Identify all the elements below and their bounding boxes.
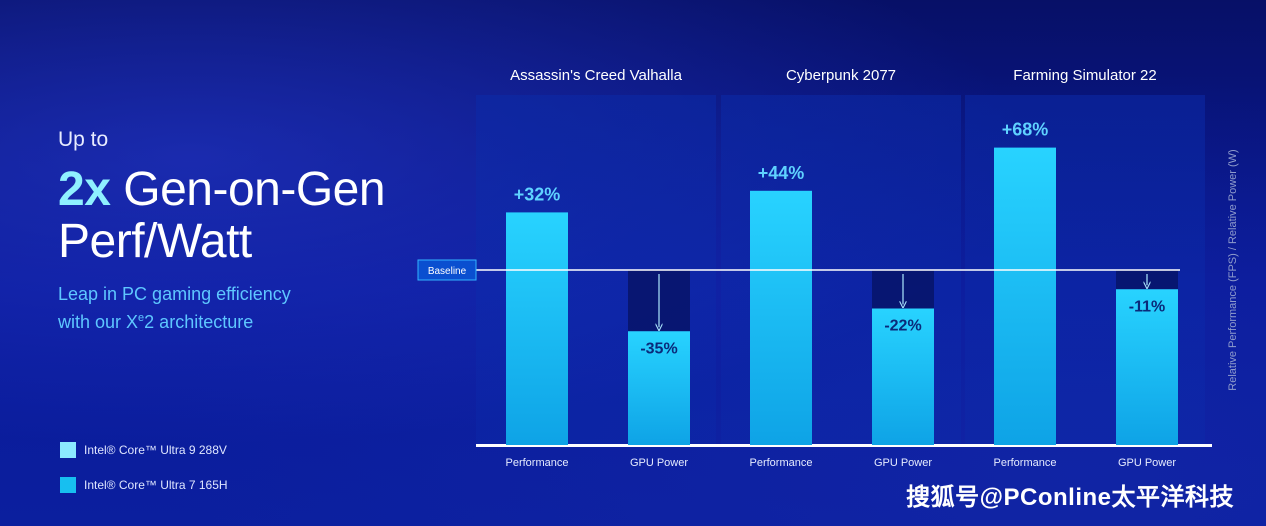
x-axis: [476, 444, 1212, 447]
legend-swatch-ultra7: [60, 477, 76, 493]
subtitle-line1: Leap in PC gaming efficiency: [58, 284, 291, 304]
legend: Intel® Core™ Ultra 9 288V Intel® Core™ U…: [60, 441, 228, 511]
label-performance-1: +44%: [758, 163, 805, 183]
label-power-2: -11%: [1129, 298, 1165, 315]
subtitle-line2-post: 2 architecture: [144, 312, 254, 332]
label-performance-2: +68%: [1002, 120, 1049, 140]
label-power-1: -22%: [884, 318, 921, 335]
legend-item-ultra9: Intel® Core™ Ultra 9 288V: [60, 441, 228, 459]
y-axis-label: Relative Performance (FPS) / Relative Po…: [1227, 149, 1239, 390]
group-title-2: Farming Simulator 22: [1013, 67, 1156, 84]
headline-block: Up to 2x Gen-on-Gen Perf/Watt: [58, 128, 458, 268]
bar-performance-1: [750, 190, 812, 445]
baseline-badge: [417, 259, 477, 281]
subtitle: Leap in PC gaming efficiency with our Xe…: [58, 282, 358, 334]
tick-power-1: GPU Power: [874, 457, 932, 469]
headline-line1: Gen-on-Gen: [123, 163, 386, 216]
tick-power-0: GPU Power: [630, 457, 688, 469]
tick-performance-0: Performance: [506, 457, 569, 469]
tick-power-2: GPU Power: [1118, 457, 1176, 469]
bar-power-1: [872, 308, 934, 445]
tick-performance-1: Performance: [750, 457, 813, 469]
subtitle-sup: e: [138, 312, 145, 324]
upto-text: Up to: [58, 128, 109, 151]
label-power-0: -35%: [640, 340, 677, 357]
legend-item-ultra7: Intel® Core™ Ultra 7 165H: [60, 476, 228, 494]
group-title-1: Cyberpunk 2077: [786, 67, 896, 84]
bar-performance-0: [506, 212, 568, 445]
bar-power-2: [1116, 289, 1178, 445]
tick-performance-2: Performance: [994, 457, 1057, 469]
bar-power-0: [628, 331, 690, 445]
legend-label-ultra7: Intel® Core™ Ultra 7 165H: [84, 478, 228, 492]
headline-accent: 2x: [58, 163, 111, 216]
headline-title: 2x Gen-on-Gen Perf/Watt: [58, 164, 458, 268]
watermark: 搜狐号@PConline太平洋科技: [906, 484, 1234, 511]
headline-line2: Perf/Watt: [58, 215, 252, 268]
label-performance-0: +32%: [514, 184, 561, 204]
legend-label-ultra9: Intel® Core™ Ultra 9 288V: [84, 443, 227, 457]
subtitle-line2-pre: with our X: [58, 312, 139, 332]
group-title-0: Assassin's Creed Valhalla: [510, 67, 682, 84]
legend-swatch-ultra9: [60, 442, 76, 458]
bar-performance-2: [994, 147, 1056, 445]
baseline-label: Baseline: [428, 266, 467, 277]
